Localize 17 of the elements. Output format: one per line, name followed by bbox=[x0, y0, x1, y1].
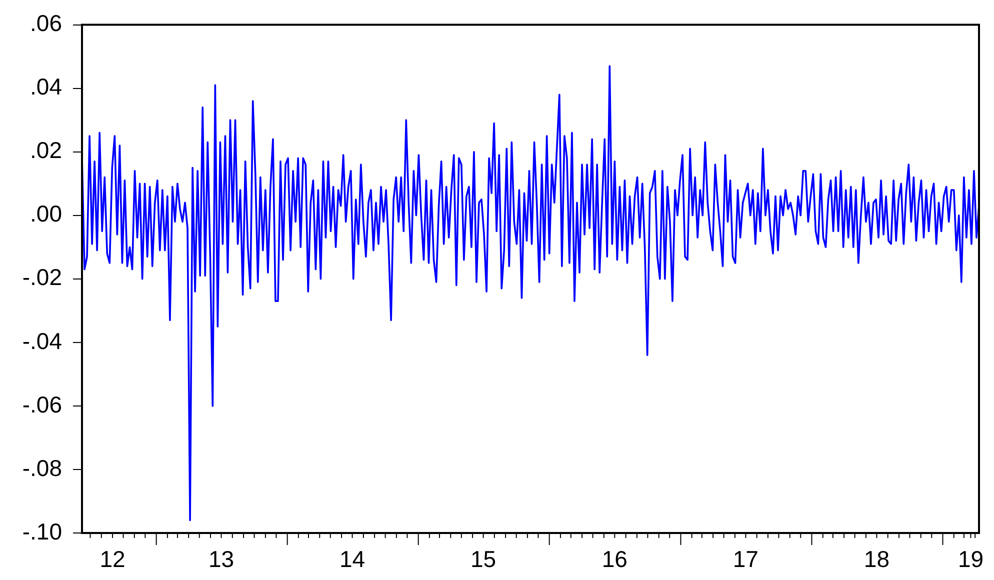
x-tick-label: 17 bbox=[732, 546, 758, 572]
y-tick-label: -.02 bbox=[22, 264, 62, 290]
y-tick-label: -.10 bbox=[22, 518, 62, 544]
x-tick-label: 19 bbox=[958, 546, 984, 572]
y-tick-label: .00 bbox=[30, 200, 62, 227]
y-tick-label: -.08 bbox=[22, 454, 62, 481]
x-tick-label: 15 bbox=[470, 546, 496, 572]
x-tick-label: 14 bbox=[339, 546, 366, 572]
y-tick-label: .02 bbox=[30, 137, 62, 164]
x-tick-label: 13 bbox=[208, 546, 234, 572]
y-tick-label: .04 bbox=[30, 74, 62, 100]
x-tick-label: 16 bbox=[602, 546, 628, 572]
y-tick-label: .06 bbox=[30, 10, 62, 36]
y-tick-label: -.04 bbox=[22, 328, 62, 354]
y-tick-label: -.06 bbox=[22, 391, 62, 418]
x-tick-label: 12 bbox=[100, 546, 126, 572]
x-tick-label: 18 bbox=[864, 546, 890, 572]
